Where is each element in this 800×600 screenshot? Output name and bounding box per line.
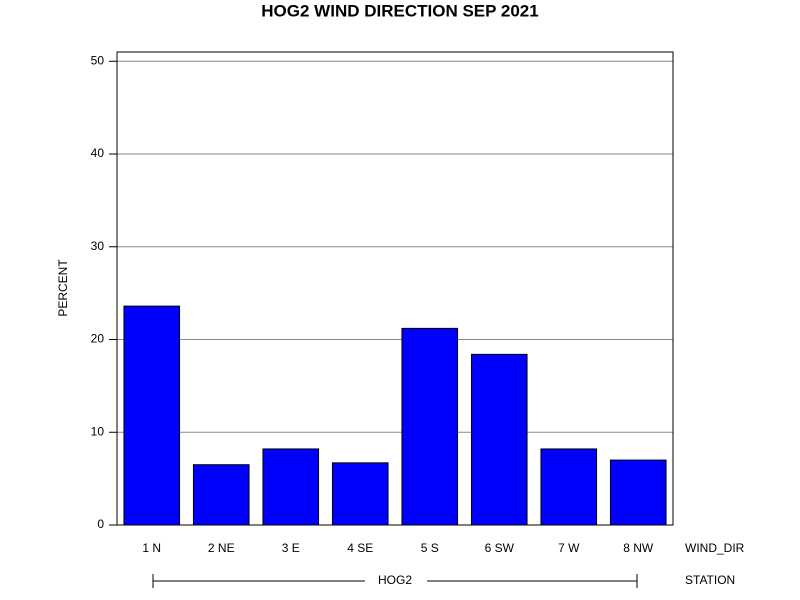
group-bracket [152,574,638,588]
bar [609,459,667,526]
x-tick-label: 2 NE [208,541,235,555]
y-tick-label: 40 [91,146,105,160]
group-axis-label: STATION [685,573,735,587]
y-tick-label: 10 [91,424,105,438]
bar [401,327,459,526]
bar [540,448,598,526]
y-tick-label: 30 [91,239,105,253]
bar [192,464,250,526]
x-tick-label: 8 NW [623,541,654,555]
group-label: HOG2 [378,573,412,587]
bar [470,353,528,526]
y-tick-label: 20 [91,332,105,346]
chart-title: HOG2 WIND DIRECTION SEP 2021 [261,1,538,20]
x-tick-label: 7 W [558,541,580,555]
y-tick-label: 50 [91,53,105,67]
y-tick-label: 0 [97,517,104,531]
bar [262,448,320,526]
x-tick-label: 3 E [282,541,300,555]
x-tick-label: 1 N [142,541,161,555]
x-axis-label: WIND_DIR [685,541,745,555]
x-tick-label: 5 S [421,541,439,555]
bar [331,462,389,526]
bar [123,305,181,526]
x-tick-label: 4 SE [347,541,373,555]
y-axis-label: PERCENT [56,259,70,317]
plot-frame [116,51,674,526]
x-tick-label: 6 SW [485,541,515,555]
